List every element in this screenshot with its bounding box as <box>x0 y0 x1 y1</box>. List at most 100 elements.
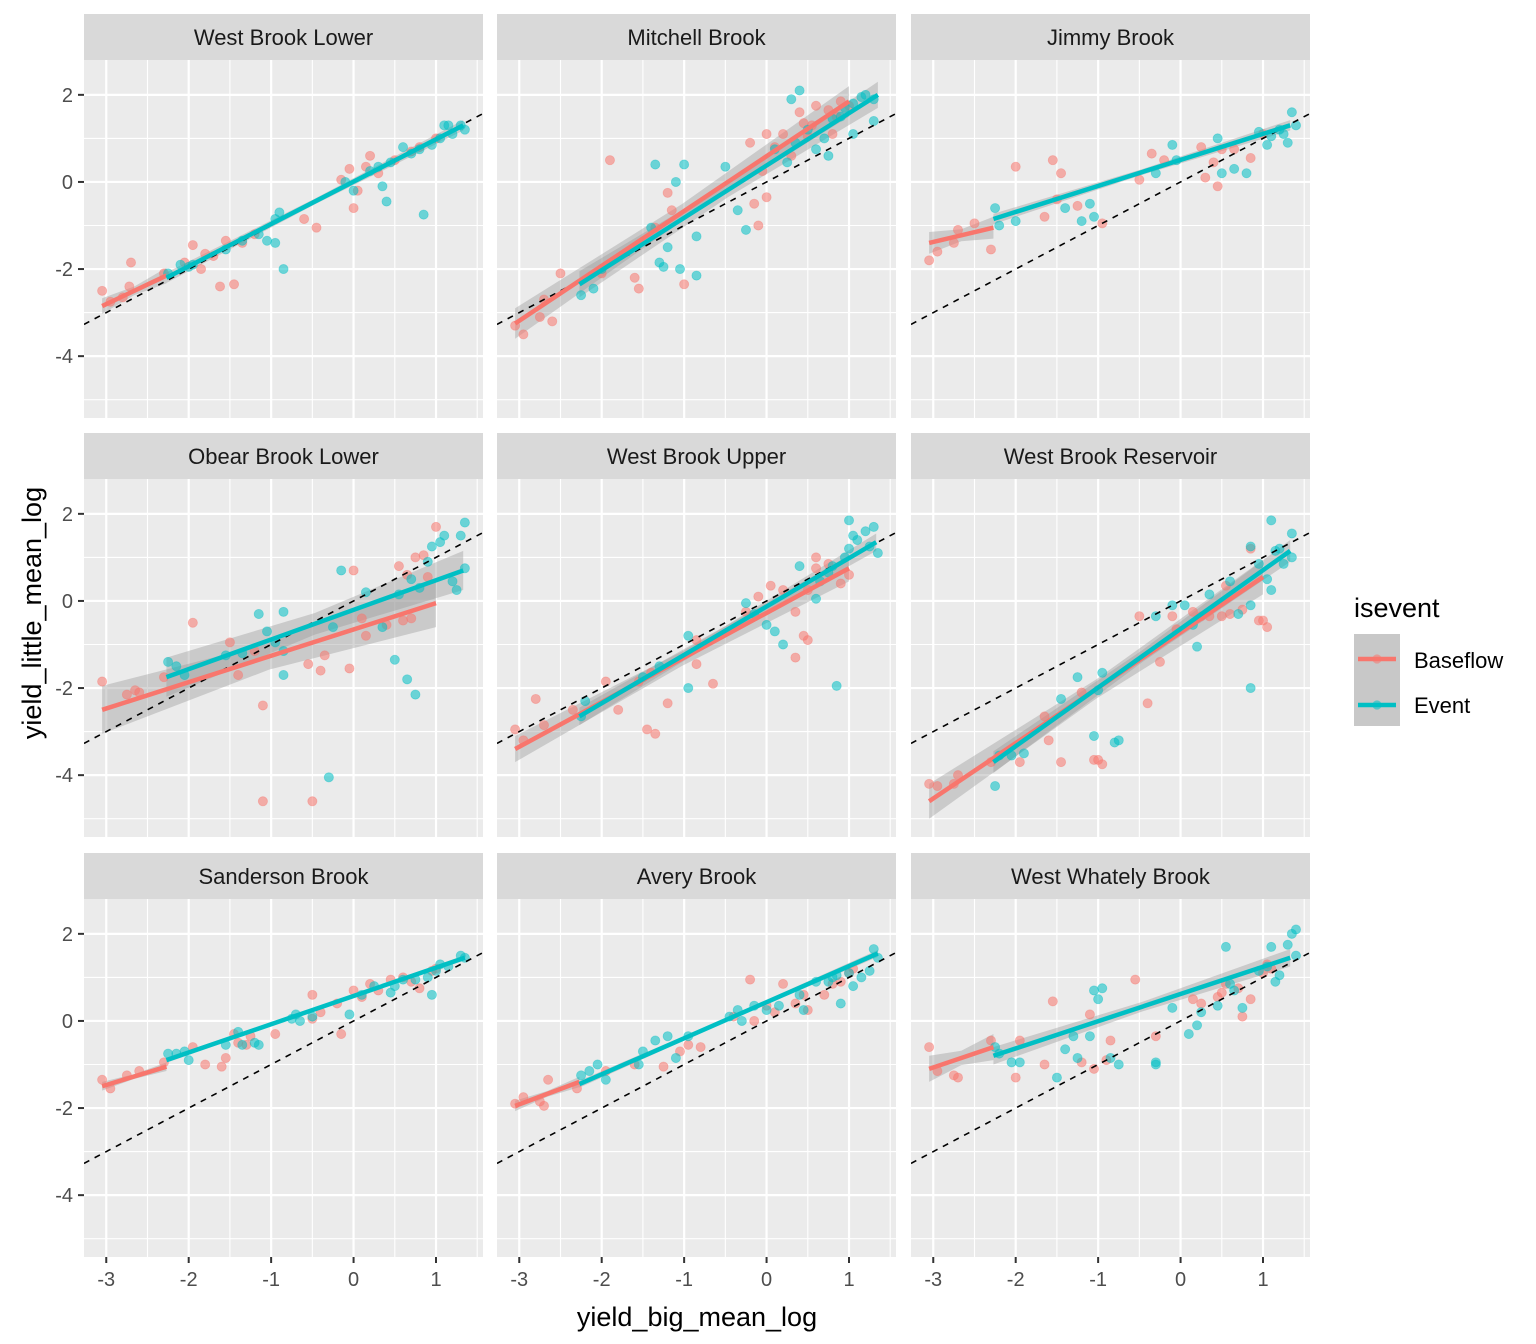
data-point-event <box>831 680 842 691</box>
facet-panel: West Brook Upper <box>497 433 896 837</box>
data-point-baseflow <box>1245 994 1256 1005</box>
data-point-baseflow <box>827 129 838 140</box>
panel-background <box>911 479 1310 837</box>
data-point-baseflow <box>530 693 541 704</box>
fit-line-baseflow <box>514 1079 581 1108</box>
x-tick-label: -3 <box>97 1269 115 1291</box>
data-point-event <box>336 565 347 576</box>
data-point-event <box>439 530 450 541</box>
fit-line-baseflow <box>928 225 994 246</box>
fit-line-event <box>165 123 465 280</box>
data-point-event <box>990 781 1001 792</box>
data-point-event <box>773 1000 784 1011</box>
panel-background <box>497 899 896 1257</box>
x-tick-label: -2 <box>1007 1269 1025 1291</box>
fit-line-baseflow <box>101 273 168 309</box>
data-point-event <box>1225 576 1236 587</box>
data-point-baseflow <box>679 279 690 290</box>
legend-key-point-baseflow <box>1372 654 1382 664</box>
data-point-baseflow <box>356 613 367 624</box>
data-point-event <box>447 576 458 587</box>
y-tick-label: 2 <box>62 504 73 526</box>
data-point-event <box>1150 1059 1161 1070</box>
data-point-baseflow <box>745 974 756 985</box>
data-point-event <box>1060 1044 1071 1055</box>
data-point-baseflow <box>952 1072 963 1083</box>
data-point-baseflow <box>360 630 371 641</box>
data-point-event <box>1220 941 1231 952</box>
data-point-event <box>1204 589 1215 600</box>
data-point-baseflow <box>1056 757 1067 768</box>
data-point-event <box>426 989 437 1000</box>
data-point-baseflow <box>969 218 980 229</box>
data-point-event <box>868 521 879 532</box>
data-point-baseflow <box>1039 711 1050 722</box>
data-point-event <box>1233 609 1244 620</box>
x-tick-label: 0 <box>348 1269 359 1291</box>
data-point-event <box>348 185 359 196</box>
facet-panel: Sanderson Brook 2 0 -2 -4 -3 -2 -1 0 1 <box>55 853 483 1291</box>
data-point-event <box>171 661 182 672</box>
data-point-event <box>1060 203 1071 214</box>
data-point-event <box>1278 129 1289 140</box>
data-point-baseflow <box>924 255 935 266</box>
data-point-baseflow <box>216 1061 227 1072</box>
data-point-event <box>1196 1007 1207 1018</box>
data-point-event <box>1262 574 1273 585</box>
data-point-baseflow <box>749 198 760 209</box>
data-point-baseflow <box>650 728 661 739</box>
reference-line-1to1 <box>911 112 1310 326</box>
x-tick-label: -3 <box>924 1269 942 1291</box>
data-point-event <box>262 626 273 637</box>
data-point-event <box>650 1035 661 1046</box>
data-point-event <box>736 1015 747 1026</box>
data-point-event <box>1072 1052 1083 1063</box>
data-point-baseflow <box>510 724 521 735</box>
data-point-event <box>1241 168 1252 179</box>
data-point-baseflow <box>765 580 776 591</box>
facet-panel: West Brook Reservoir <box>911 433 1310 837</box>
data-point-baseflow <box>1142 698 1153 709</box>
data-point-baseflow <box>1200 172 1211 183</box>
data-point-baseflow <box>691 659 702 670</box>
data-point-baseflow <box>196 264 207 275</box>
data-point-baseflow <box>761 192 772 203</box>
x-tick-label: -2 <box>180 1269 198 1291</box>
data-point-event <box>443 120 454 131</box>
data-point-event <box>600 1074 611 1085</box>
data-point-baseflow <box>270 1029 281 1040</box>
data-point-baseflow <box>538 720 549 731</box>
data-point-event <box>650 159 661 170</box>
data-point-baseflow <box>794 107 805 118</box>
panel-plot-area <box>497 944 896 1165</box>
data-point-event <box>848 129 859 140</box>
facet-strip-title: West Brook Lower <box>194 25 373 50</box>
data-point-baseflow <box>633 283 644 294</box>
facet-panel: Mitchell Brook <box>497 14 896 418</box>
data-point-event <box>377 622 388 633</box>
data-point-baseflow <box>1146 148 1157 159</box>
data-point-baseflow <box>819 989 830 1000</box>
facet-strip-title: West Brook Upper <box>607 444 786 469</box>
data-point-event <box>740 598 751 609</box>
reference-line-1to1 <box>84 531 483 745</box>
data-point-event <box>1084 198 1095 209</box>
data-point-baseflow <box>1245 152 1256 163</box>
data-point-event <box>1286 107 1297 118</box>
data-point-event <box>1084 1031 1095 1042</box>
data-point-baseflow <box>1216 611 1227 622</box>
data-point-event <box>691 270 702 281</box>
data-point-baseflow <box>410 552 421 563</box>
data-point-event <box>683 630 694 641</box>
facet-panel: Obear Brook Lower 2 0 -2 -4 <box>55 433 483 837</box>
data-point-event <box>872 548 883 559</box>
data-point-event <box>381 196 392 207</box>
data-point-baseflow <box>662 698 673 709</box>
data-point-event <box>740 224 751 235</box>
data-point-event <box>1212 1000 1223 1011</box>
data-point-baseflow <box>97 676 108 687</box>
facet-strip <box>911 853 1310 899</box>
panel-plot-area <box>84 112 483 326</box>
data-point-baseflow <box>932 781 943 792</box>
data-point-event <box>1179 600 1190 611</box>
